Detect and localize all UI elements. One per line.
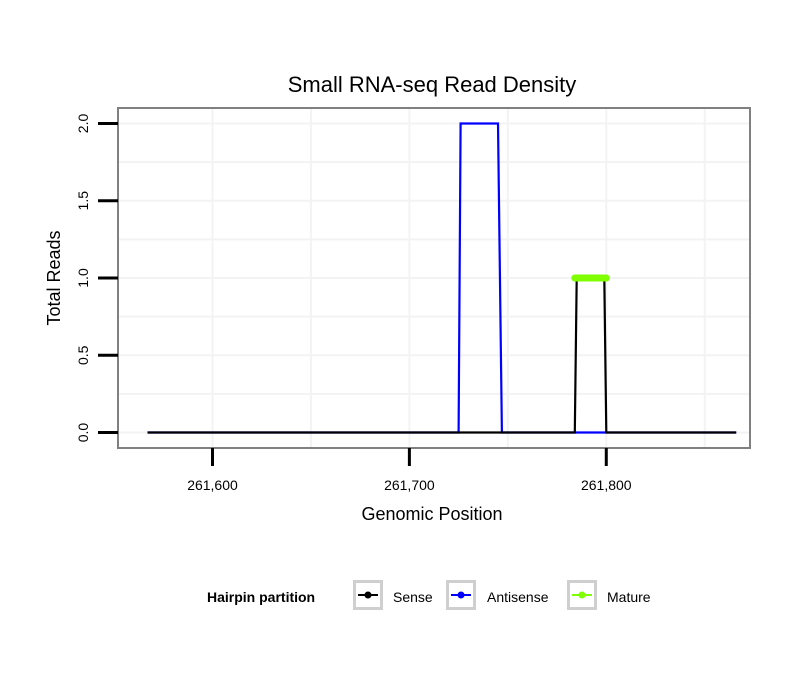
read-density-chart: Small RNA-seq Read Density 0.0 0.5 1.0 1.5 2… (44, 72, 751, 524)
legend-key-antisense (446, 580, 476, 610)
y-axis-label: Total Reads (44, 230, 64, 325)
legend-key-sense (353, 580, 383, 610)
legend: Hairpin partition Sense Antisense Mature (0, 578, 810, 618)
legend-title: Hairpin partition (207, 589, 316, 605)
y-tick-label: 0.0 (75, 423, 91, 443)
chart-title: Small RNA-seq Read Density (288, 72, 577, 97)
legend-key-mature (567, 580, 597, 610)
y-tick-label: 1.5 (75, 191, 91, 211)
y-tick-label: 0.5 (75, 345, 91, 365)
legend-label-sense: Sense (393, 589, 433, 605)
legend-dot-sense (364, 591, 372, 599)
legend-label-antisense: Antisense (487, 589, 549, 605)
series-lines (147, 122, 737, 434)
x-tick-label: 261,800 (581, 477, 632, 493)
legend-label-mature: Mature (607, 589, 651, 605)
x-axis: 261,600 261,700 261,800 (187, 448, 632, 493)
x-tick-label: 261,600 (187, 477, 238, 493)
x-axis-label: Genomic Position (361, 504, 502, 524)
y-tick-label: 1.0 (75, 268, 91, 288)
legend-dot-antisense (457, 591, 465, 599)
x-tick-label: 261,700 (384, 477, 435, 493)
legend-dot-mature (578, 591, 586, 599)
y-tick-label: 2.0 (75, 114, 91, 134)
y-axis: 0.0 0.5 1.0 1.5 2.0 (75, 114, 118, 443)
